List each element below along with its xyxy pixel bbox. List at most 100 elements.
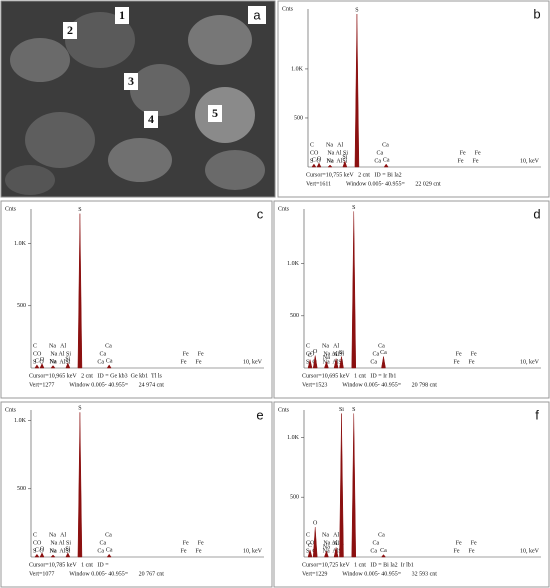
cursor-info: Vert=1077 Window 0.005- 40.955= 20 767 c… [29,571,164,577]
y-tick-label: 1.0K [291,66,304,72]
y-axis-label: Cnts [282,6,294,12]
point-label: 1 [119,8,125,22]
element-row: S O Na AlSi Ca Fe Fe [306,548,475,554]
peak-label: Ca [106,358,113,364]
element-row: C Na Al Ca [33,532,112,538]
element-row: S O Na AlSi Ca Fe Fe [310,158,479,164]
peak-label: S [355,7,358,13]
peak-label: Ca [383,157,390,163]
peak-label: O [313,349,318,355]
peak-label: S [352,205,355,211]
peak [380,554,387,558]
panel-letter: f [535,407,539,422]
y-tick-label: 500 [294,115,303,121]
peak [106,364,112,369]
peak-label: O [313,520,318,526]
peak [39,552,45,558]
x-axis-label: 10, keV [520,548,540,554]
particle [108,138,172,182]
panel-letter: b [533,6,540,21]
peak-label: O [40,357,45,363]
element-row: C Na Al Ca [33,343,112,349]
peak-label: Si [342,154,347,160]
panel-border [273,200,550,399]
peak-label: Si [339,350,344,356]
cursor-info: Vert=1277 Window 0.005- 40.955= 24 974 c… [29,382,164,388]
peak [34,364,40,369]
peak [65,362,71,369]
panel-border [0,200,273,399]
peak-label: C [308,353,312,359]
element-row: CO Na Al Si Ca Fe Fe [306,351,477,357]
peak [316,162,322,168]
x-axis-label: 10, keV [243,359,263,365]
label-box [63,22,77,39]
peak-label: Na [323,355,330,361]
panel-border [0,401,273,588]
peak-label: Na [327,158,334,164]
peak [307,548,313,558]
peak-label: C [308,543,312,549]
y-axis-label: Cnts [5,407,17,413]
panel-letter: e [256,407,263,422]
peak [39,363,45,369]
cursor-info: Vert=1611 Window 0.005- 40.955= 22 029 c… [306,181,441,187]
peak [312,527,318,558]
x-axis-label: 10, keV [243,548,263,554]
particle [10,38,70,82]
peak [77,412,83,558]
peak [324,550,329,558]
element-row: S O Na AlSi Ca Fe Fe [33,548,202,554]
cursor-info: Vert=1523 Window 0.005- 40.955= 20 798 c… [302,382,437,388]
particle [205,150,265,190]
peak [106,553,112,558]
cursor-info: Cursor=10,965 keV 2 cnt ID = Ge kb3 Ge k… [29,373,163,379]
x-axis-label: 10, keV [520,158,540,164]
peak [333,358,339,369]
cursor-info: Cursor=10,755 keV 2 cnt ID = Bi la2 [306,172,402,178]
y-tick-label: 500 [290,495,299,501]
point-label: 4 [148,112,154,126]
peak [307,359,313,369]
panel-letter: d [533,206,540,221]
y-axis-label: Cnts [5,206,17,212]
peak [327,164,333,168]
panel-border [277,0,550,198]
y-axis-label: Cnts [278,407,290,413]
y-tick-label: 1.0K [14,418,27,424]
peak-label: Si [339,407,344,413]
peak [65,552,71,558]
peak-label: O [317,156,322,162]
particle [65,12,135,68]
peak-label: Na [50,548,57,554]
particle [130,64,190,116]
peak-label: Ca [380,548,387,554]
peak [34,553,40,558]
label-box [248,6,266,24]
label-box [144,111,158,128]
peak-label: Al [333,352,339,358]
point-label: 2 [67,23,73,37]
peak-label: Ca [106,548,113,554]
peak [324,360,329,369]
peak [312,355,318,369]
peak-label: Na [323,544,330,550]
peak-label: S [352,407,355,413]
peak-label: Na [50,359,57,365]
y-tick-label: 1.0K [14,241,27,247]
element-row: CO Na Al Si Ca Fe Fe [310,150,481,156]
peak [351,413,357,558]
peak-label: S [78,207,81,213]
peak [333,547,339,558]
element-row: CO Na Al Si Ca Fe Fe [33,351,204,357]
peak-label: C [35,358,39,364]
peak [311,163,317,168]
element-row: CO Na Al Si Ca Fe Fe [33,540,204,546]
panel-letter: a [253,7,261,22]
peak-label: C [35,548,39,554]
peak-label: Ca [380,350,387,356]
peak [339,356,344,369]
element-row: CO Na Al Si Ca Fe Fe [306,540,477,546]
y-tick-label: 1.0K [287,261,300,267]
peak-label: C [312,157,316,163]
